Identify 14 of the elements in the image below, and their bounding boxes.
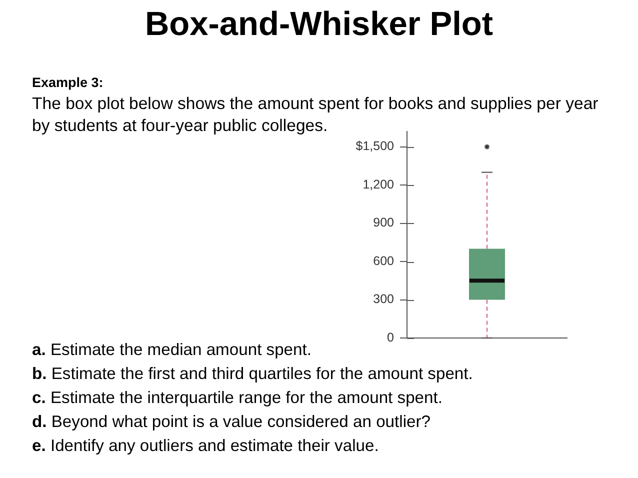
text: e. Identify any outliers and estimate their value. — [32, 436, 379, 455]
y-tick-label: 900 — [373, 216, 394, 230]
y-tick-label: 300 — [373, 292, 394, 306]
y-tick-label: 600 — [373, 254, 394, 268]
text: d. Beyond what point is a value considered an outlier? — [32, 412, 430, 431]
text: b. Estimate the first and third quartiles for the amount spent. — [32, 364, 473, 383]
text: a. Estimate the median amount spent. — [32, 340, 312, 359]
y-tick-label: 0 — [387, 330, 394, 344]
text: c. Estimate the interquartile range for the amount spent. — [32, 388, 442, 407]
text: Example 3: — [32, 74, 104, 92]
y-tick-label: 1,200 — [362, 177, 394, 192]
annotation: The box plot below shows the amount spent for books and supplies per year by students at four-year public colleges. — [32, 93, 600, 137]
y-tick-label: $1,500 — [356, 139, 394, 154]
chart-title: Box-and-Whisker Plot — [144, 5, 494, 45]
